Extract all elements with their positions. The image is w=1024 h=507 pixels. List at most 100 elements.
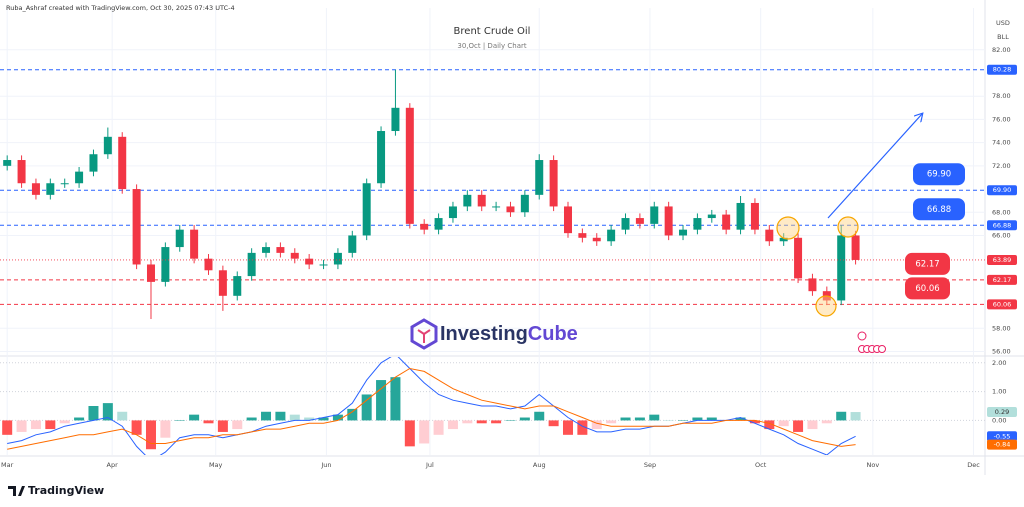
indicator-tag-label: -0.55 (994, 432, 1011, 440)
histogram-bar (807, 420, 818, 430)
price-tag (987, 64, 1017, 75)
candle-body (218, 270, 227, 296)
candle-body (851, 235, 860, 260)
histogram-bar (591, 420, 602, 430)
candle-body (276, 247, 285, 253)
candle-body (17, 160, 26, 184)
price-tag-label: 62.17 (993, 276, 1012, 284)
histogram-bar (117, 411, 128, 421)
event-icon (857, 331, 867, 341)
candle-body (750, 202, 759, 230)
y-tick-label: 66.00 (992, 231, 1011, 239)
histogram-bar (203, 420, 214, 424)
callout-label: 69.90 (927, 170, 951, 180)
indicator-tag (987, 439, 1017, 450)
candle-body (161, 247, 170, 282)
candle-body (420, 223, 429, 230)
candle-body (204, 258, 213, 271)
histogram-bar (102, 403, 113, 421)
candle-body (549, 160, 558, 207)
histogram-bar (390, 377, 401, 421)
layer: Mar Apr May Jun Jul Aug Sep Oct Nov Dec 82.00 78.00… (0, 8, 1017, 469)
candle-body (794, 237, 803, 279)
histogram-bar (45, 420, 56, 430)
x-tick-label: Jun (320, 461, 331, 469)
candle-body (837, 235, 846, 301)
candle-body (132, 189, 141, 265)
histogram-bar (836, 411, 847, 421)
candle-body (707, 214, 716, 219)
candle-body (520, 194, 529, 213)
candle-body (592, 237, 601, 242)
histogram-bar (634, 417, 645, 421)
histogram-bar (404, 420, 415, 447)
candle-body (448, 206, 457, 219)
callout (913, 198, 965, 221)
price-tag-label: 80.28 (993, 66, 1012, 74)
histogram-bar (261, 411, 272, 421)
candle-body (31, 183, 40, 195)
histogram-bar (505, 420, 516, 421)
callout (905, 277, 950, 300)
chart-subtitle: 30,Oct | Daily Chart (457, 42, 526, 50)
price-tag-label: 69.90 (993, 186, 1012, 194)
histogram-bar (735, 417, 746, 421)
histogram-bar (347, 408, 358, 421)
histogram-bar (764, 420, 775, 430)
annotations (776, 114, 922, 353)
highlight-circle (776, 216, 800, 240)
event-flags (858, 345, 886, 353)
x-tick-label: Aug (533, 461, 546, 469)
watermark: InvestingCube (410, 318, 578, 350)
candle-body (377, 131, 386, 184)
candle-body (103, 136, 112, 155)
candle-body (75, 171, 84, 184)
candle-body (89, 154, 98, 172)
y-tick-label: 82.00 (992, 46, 1011, 54)
x-tick-label: Nov (866, 461, 879, 469)
highlight-circle (815, 295, 837, 317)
histogram-bar (376, 380, 387, 421)
candle-body (679, 229, 688, 236)
indicator-tag-label: 0.29 (995, 408, 1009, 416)
histogram-bar (821, 420, 832, 424)
callout (913, 163, 965, 186)
indicator-tag-label: -0.84 (994, 441, 1011, 449)
signal-line (7, 367, 856, 450)
histogram-bar (30, 420, 41, 430)
price-pane (0, 69, 985, 320)
x-tick-label: Sep (644, 461, 656, 469)
currency-label: USD (996, 19, 1010, 27)
indicator-tag (987, 407, 1017, 418)
candle-body (621, 218, 630, 230)
histogram-bar (462, 420, 473, 424)
candle-body (492, 206, 501, 208)
y2-tick-label: 2.00 (992, 359, 1006, 367)
brand-text: TradingView (28, 484, 104, 497)
histogram-bar (649, 414, 660, 421)
histogram-bar (433, 420, 444, 435)
callout-label: 66.88 (927, 205, 951, 215)
candle-body (118, 136, 127, 190)
price-tag (987, 274, 1017, 285)
candle-body (146, 264, 155, 282)
y-tick-label: 78.00 (992, 92, 1011, 100)
x-tick-label: May (209, 461, 223, 469)
y-tick-label: 58.00 (992, 324, 1011, 332)
candle-body (175, 229, 184, 248)
histogram-bar (793, 420, 804, 432)
histogram-bar (678, 420, 689, 421)
histogram-bar (361, 394, 372, 421)
watermark-part: Investing (440, 323, 528, 345)
y-tick-label: 68.00 (992, 208, 1011, 216)
histogram-bar (59, 420, 70, 424)
histogram-bar (706, 417, 717, 421)
histogram-bar (332, 414, 343, 421)
candle-body (305, 258, 314, 265)
histogram-bar (74, 417, 85, 421)
brand: TradingView (8, 484, 104, 497)
histogram-bar (189, 414, 200, 421)
candle-body (247, 252, 256, 277)
candle-body (535, 160, 544, 195)
y-tick-label: 74.00 (992, 139, 1011, 147)
